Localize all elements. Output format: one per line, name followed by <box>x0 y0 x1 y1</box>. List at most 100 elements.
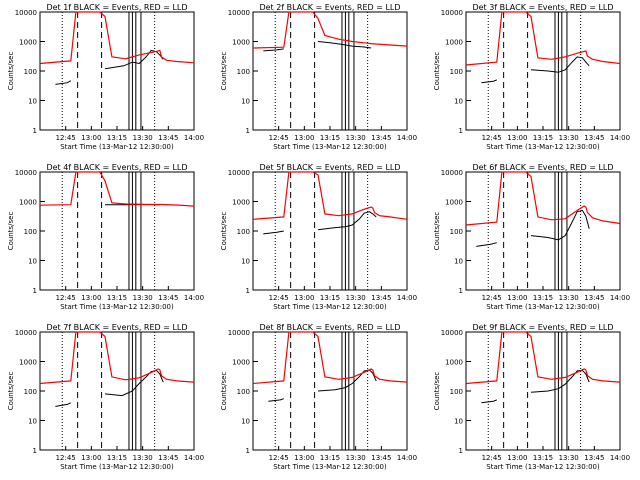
x-tick-label: 13:30 <box>346 294 366 302</box>
panel-det-2f: Det 2f BLACK = Events, RED = LLD 1 10 100 10… <box>220 3 417 151</box>
x-tick-label: 13:45 <box>584 134 604 142</box>
events-series-line <box>530 56 590 73</box>
x-tick-label: 12:45 <box>56 454 76 462</box>
x-tick-label: 13:30 <box>559 134 579 142</box>
y-tick-label: 10 <box>454 258 463 266</box>
y-tick-label: 10000 <box>15 169 37 177</box>
y-tick-label: 1 <box>246 447 250 455</box>
y-tick-label: 10000 <box>228 9 250 17</box>
x-tick-label: 13:45 <box>158 294 178 302</box>
y-tick-label: 1000 <box>232 199 250 207</box>
y-tick-label: 10 <box>454 98 463 106</box>
y-tick-label: 100 <box>450 388 463 396</box>
panel-title: Det 7f BLACK = Events, RED = LLD <box>46 323 187 332</box>
lld-series-line <box>252 331 408 385</box>
events-series-line <box>530 209 590 241</box>
y-tick-label: 1000 <box>19 359 37 367</box>
x-tick-label: 13:15 <box>533 454 553 462</box>
panel-title: Det 6f BLACK = Events, RED = LLD <box>472 163 613 172</box>
lld-series-line <box>465 171 621 226</box>
y-tick-label: 1 <box>459 127 463 135</box>
x-tick-label: 14:00 <box>610 134 630 142</box>
lld-series-line <box>252 11 408 49</box>
x-tick-label: 13:30 <box>559 454 579 462</box>
x-axis-label: Start Time (13-Mar-12 12:30:00) <box>60 303 174 311</box>
x-tick-label: 13:00 <box>294 454 314 462</box>
x-axis-label: Start Time (13-Mar-12 12:30:00) <box>60 143 174 151</box>
x-tick-label: 13:45 <box>158 454 178 462</box>
lld-series-line <box>465 331 621 385</box>
panel-title: Det 3f BLACK = Events, RED = LLD <box>472 3 613 12</box>
x-tick-label: 12:45 <box>56 294 76 302</box>
y-tick-label: 1000 <box>19 39 37 47</box>
x-tick-label: 13:15 <box>533 134 553 142</box>
y-tick-label: 1 <box>33 287 37 295</box>
y-axis-label: Counts/sec <box>220 372 228 411</box>
y-axis-label: Counts/sec <box>433 52 441 91</box>
x-tick-label: 13:15 <box>320 454 340 462</box>
y-tick-label: 1000 <box>445 199 463 207</box>
x-tick-label: 14:00 <box>397 294 417 302</box>
x-axis-label: Start Time (13-Mar-12 12:30:00) <box>486 143 600 151</box>
y-tick-label: 10000 <box>15 329 37 337</box>
panel-det-4f: Det 4f BLACK = Events, RED = LLD 1 10 100 10… <box>7 163 204 311</box>
y-tick-label: 100 <box>237 388 250 396</box>
events-series-line <box>55 402 72 407</box>
y-axis-label: Counts/sec <box>433 212 441 251</box>
events-series-line <box>476 242 497 247</box>
y-tick-label: 1 <box>459 287 463 295</box>
panel-title: Det 5f BLACK = Events, RED = LLD <box>259 163 400 172</box>
y-tick-label: 1000 <box>19 199 37 207</box>
x-tick-label: 14:00 <box>397 134 417 142</box>
events-series-line <box>104 369 164 397</box>
x-tick-label: 13:45 <box>371 454 391 462</box>
lld-series-line <box>39 331 195 385</box>
plot-frame <box>252 171 408 291</box>
panel-title: Det 4f BLACK = Events, RED = LLD <box>46 163 187 172</box>
x-tick-label: 13:15 <box>320 134 340 142</box>
x-tick-label: 12:45 <box>482 454 502 462</box>
y-tick-label: 10 <box>241 418 250 426</box>
plot-frame <box>252 11 408 131</box>
y-tick-label: 10 <box>454 418 463 426</box>
x-tick-label: 13:30 <box>133 454 153 462</box>
x-tick-label: 13:45 <box>371 294 391 302</box>
x-tick-label: 13:45 <box>158 134 178 142</box>
x-tick-label: 13:45 <box>371 134 391 142</box>
events-series-line <box>268 398 284 402</box>
x-tick-label: 13:15 <box>320 294 340 302</box>
y-tick-label: 10000 <box>15 9 37 17</box>
y-tick-label: 10000 <box>228 329 250 337</box>
y-axis-label: Counts/sec <box>7 52 15 91</box>
panel-det-9f: Det 9f BLACK = Events, RED = LLD 1 10 100 10… <box>433 323 630 471</box>
x-tick-label: 14:00 <box>610 294 630 302</box>
y-tick-label: 100 <box>24 228 37 236</box>
events-series-line <box>481 79 497 84</box>
lld-series-line <box>465 11 621 66</box>
y-tick-label: 1000 <box>232 359 250 367</box>
panel-title: Det 2f BLACK = Events, RED = LLD <box>259 3 400 12</box>
x-tick-label: 14:00 <box>184 134 204 142</box>
y-tick-label: 1 <box>246 127 250 135</box>
y-tick-label: 100 <box>24 68 37 76</box>
panel-det-3f: Det 3f BLACK = Events, RED = LLD 1 10 100 10… <box>433 3 630 151</box>
x-tick-label: 13:00 <box>507 294 527 302</box>
plot-frame <box>39 11 195 131</box>
x-tick-label: 14:00 <box>184 454 204 462</box>
x-axis-label: Start Time (13-Mar-12 12:30:00) <box>486 463 600 471</box>
x-tick-label: 13:30 <box>559 294 579 302</box>
y-axis-label: Counts/sec <box>433 372 441 411</box>
panel-det-7f: Det 7f BLACK = Events, RED = LLD 1 10 100 10… <box>7 323 204 471</box>
plot-frame <box>465 171 621 291</box>
y-tick-label: 10000 <box>441 9 463 17</box>
y-axis-label: Counts/sec <box>220 212 228 251</box>
events-series-line <box>55 80 72 85</box>
x-tick-label: 13:00 <box>81 134 101 142</box>
x-tick-label: 12:45 <box>269 294 289 302</box>
y-tick-label: 1 <box>459 447 463 455</box>
x-tick-label: 13:45 <box>584 294 604 302</box>
y-axis-label: Counts/sec <box>7 372 15 411</box>
y-tick-label: 1000 <box>445 359 463 367</box>
x-tick-label: 12:45 <box>56 134 76 142</box>
x-tick-label: 12:45 <box>269 134 289 142</box>
